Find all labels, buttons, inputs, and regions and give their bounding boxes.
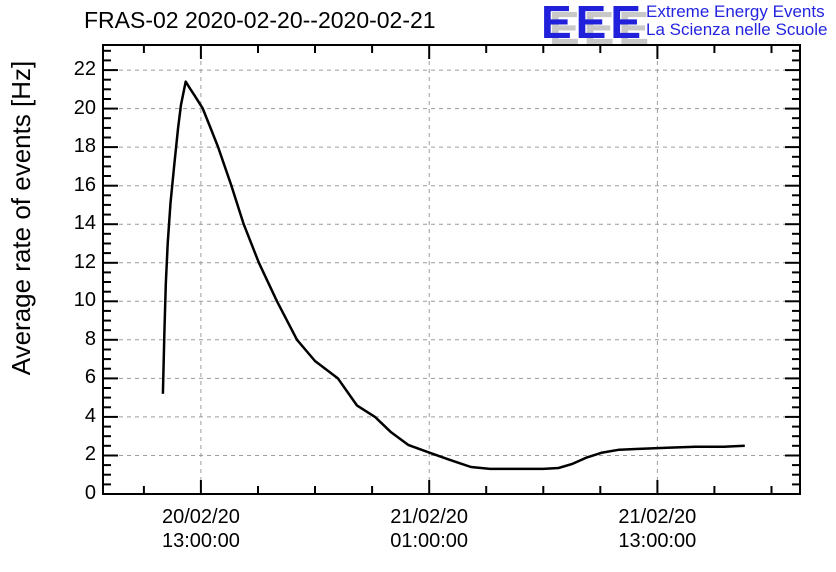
x-tick-label: 20/02/20 13:00:00 bbox=[162, 506, 240, 552]
eee-logo-acronym: EEE bbox=[541, 0, 646, 48]
x-tick-label: 21/02/20 01:00:00 bbox=[390, 506, 469, 552]
eee-logo-line2: La Scienza nelle Scuole bbox=[646, 20, 828, 39]
eee-logo-line1: Extreme Energy Events bbox=[646, 2, 825, 21]
x-tick-label: 21/02/20 13:00:00 bbox=[618, 506, 697, 552]
eee-logo: EEE Extreme Energy Events La Scienza nel… bbox=[0, 0, 836, 50]
y-tick-label: 14 bbox=[73, 212, 96, 235]
y-tick-label: 8 bbox=[84, 327, 96, 350]
y-tick-label: 0 bbox=[84, 482, 96, 504]
y-tick-label: 16 bbox=[73, 173, 96, 196]
y-tick-label: 20 bbox=[73, 96, 96, 119]
y-tick-label: 6 bbox=[84, 366, 96, 389]
y-tick-label: 22 bbox=[73, 58, 96, 81]
y-tick-label: 12 bbox=[73, 250, 96, 273]
rate-curve bbox=[161, 80, 745, 471]
chart-title: FRAS-02 2020-02-20--2020-02-21 bbox=[84, 7, 436, 33]
y-tick-label: 10 bbox=[73, 289, 96, 312]
y-tick-label: 4 bbox=[84, 404, 96, 427]
y-tick-label: 2 bbox=[84, 443, 96, 466]
y-tick-label: 18 bbox=[73, 135, 96, 158]
